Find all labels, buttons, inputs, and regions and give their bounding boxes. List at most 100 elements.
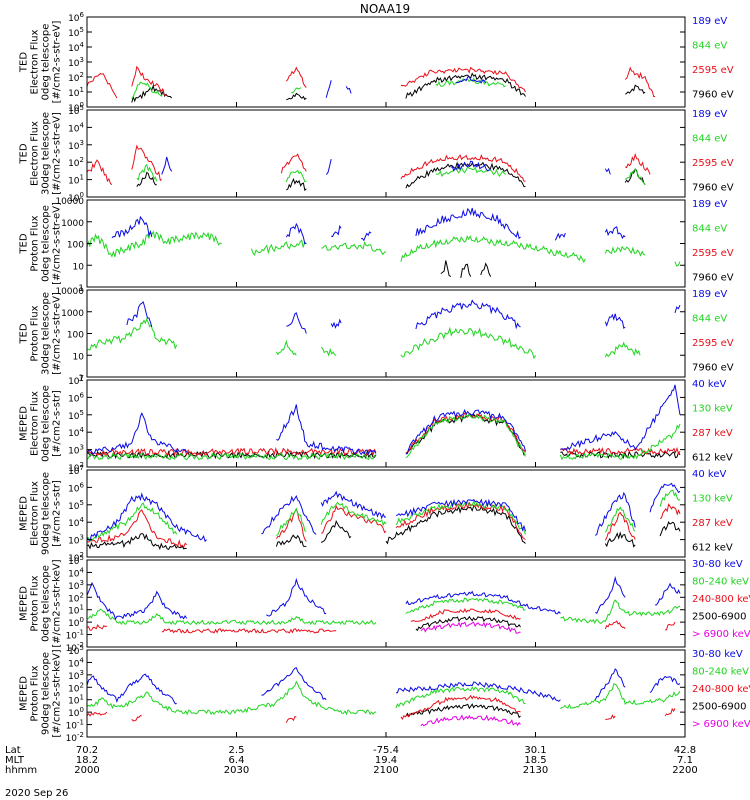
panel-1-844-ev-trace (136, 163, 158, 182)
panel-1-series-2595-ev (86, 144, 651, 186)
panel-3-legend-7960-ev: 7960 eV (692, 363, 734, 374)
plot-title: NOAA19 (360, 2, 410, 16)
panel-0-2595-ev-trace (400, 66, 526, 93)
panel-7-y-tick-label: 10-2 (66, 731, 84, 744)
panel-4-legend-40-kev: 40 keV (692, 379, 726, 390)
panel-3-189-ev-trace (604, 313, 626, 329)
panel-6-2500-6900-trace (415, 615, 521, 632)
panel-0-2595-ev-trace (131, 65, 167, 96)
panel-2-189-ev-trace (330, 224, 342, 238)
x-row-label-hhmm: hhmm (5, 765, 37, 776)
panel-5-130-kev-trace (604, 506, 636, 533)
panel-3-844-ev-trace (86, 317, 178, 351)
panel-1-844-ev-trace (624, 168, 646, 186)
panel-1-frame (86, 109, 686, 198)
panel-4-287-kev-trace (86, 447, 377, 457)
panel-6-y-label-line: [#/cm2-s-str-keV] (52, 559, 63, 647)
panel-3-189-ev-trace (126, 300, 153, 328)
panel-6-series-30-80-kev (86, 575, 681, 621)
panel-6-frame (86, 559, 686, 648)
panel-6-legend-240-800-kev: 240-800 keV (692, 594, 750, 605)
panel-0-y-tick-label: 105 (68, 26, 84, 39)
panel-4-y-tick-label: 102 (68, 461, 84, 474)
panel-1-y-label-line: [#/cm2-s-str-eV] (52, 112, 63, 195)
panel-5-612-kev-trace (320, 519, 352, 543)
panel-0-y-tick-label: 104 (68, 41, 84, 54)
panel-7-legend-6900-kev: > 6900 keV (692, 719, 750, 730)
panel-3-y-axis-label: TEDProton Flux30deg telescope[#/cm2-s-st… (19, 292, 63, 375)
panel-0-series-7960-ev (131, 72, 646, 103)
panel-6-legend-2500-6900: 2500-6900 (692, 612, 747, 623)
panel-7-legend-240-800-kev: 240-800 keV (692, 684, 750, 695)
panel-1-189-ev-trace (161, 156, 173, 175)
panel-0-2595-ev-trace (86, 73, 118, 99)
panel-2-189-ev-trace (415, 207, 521, 240)
panel-4-legend-612-kev: 612 keV (692, 453, 733, 464)
panel-5-40-kev-trace (261, 494, 317, 535)
panel-2-legend-2595-ev: 2595 eV (692, 248, 734, 259)
panel-1-legend-7960-ev: 7960 eV (692, 183, 734, 194)
x-tick-mlt-value: 18.5 (524, 755, 546, 766)
panel-2-7960-ev-trace (460, 263, 472, 278)
panel-5-y-label-line: Electron Flux (30, 481, 41, 546)
panel-5-series-40-kev (86, 482, 681, 543)
x-tick-mlt-value: 18.2 (76, 755, 98, 766)
panel-1-y-tick-label: 102 (68, 156, 84, 169)
panel-6-30-80-kev-trace (405, 590, 561, 615)
panel-1-844-ev-trace (435, 166, 506, 178)
panel-0-844-ev-trace (291, 87, 302, 94)
x-tick-hhmm-value: 2030 (224, 765, 249, 776)
panel-7-30-80-kev-trace (396, 681, 561, 702)
panel-5-y-tick-label: 102 (68, 551, 84, 564)
panel-2-844-ev-trace (321, 241, 387, 256)
panel-2-189-ev-trace (285, 222, 307, 245)
panel-5-130-kev-trace (320, 501, 387, 527)
panel-3-844-ev-trace (400, 326, 536, 360)
panel-5-40-kev-trace (395, 498, 526, 532)
panel-5-287-kev-trace (659, 503, 681, 519)
panel-7-2500-6900-trace (405, 703, 521, 719)
panel-3-189-ev-trace (674, 304, 681, 314)
panel-7-80-240-kev-trace (86, 680, 376, 716)
panel-2-legend-189-ev: 189 eV (692, 199, 727, 210)
panel-1-series-844-ev (136, 163, 646, 186)
panel-2-7960-ev-trace (480, 262, 492, 277)
panel-6-y-label-line: 0deg telescope (41, 565, 52, 642)
panel-5-130-kev-trace (395, 499, 526, 535)
panel-1-series-189-ev (161, 156, 611, 175)
panel-2-189-ev-trace (604, 226, 626, 240)
panel-4-y-label-line: 0deg telescope (41, 385, 52, 462)
panel-7-legend-2500-6900: 2500-6900 (692, 702, 747, 713)
panel-7-series-240-800-kev (86, 694, 676, 723)
panel-5-40-kev-trace (595, 491, 636, 536)
panel-3-y-tick-label: 10 (73, 352, 85, 362)
panel-6-80-240-kev-trace (560, 599, 681, 625)
panel-0-legend-844-ev: 844 eV (692, 41, 727, 52)
panel-4-612-kev-trace (86, 450, 377, 460)
panel-2-y-tick-label: 10 (73, 262, 85, 272)
panel-2-series-844-ev (86, 229, 681, 267)
panel-6-240-800-kev-trace (604, 620, 626, 630)
panel-7-y-label-line: MEPED (19, 676, 30, 711)
panel-1-y-tick-label: 105 (68, 104, 84, 117)
panel-5-40-kev-trace (649, 482, 681, 513)
panel-0-y-tick-label: 103 (68, 56, 84, 69)
panel-7-240-800-kev-trace (664, 707, 676, 717)
panel-0-legend-189-ev: 189 eV (692, 16, 727, 27)
panel-5-40-kev-trace (86, 492, 207, 543)
panel-2-y-label-line: Proton Flux (30, 215, 41, 271)
panel-6-240-800-kev-trace (161, 628, 337, 634)
panel-4-series-130-kev (86, 413, 681, 461)
x-tick-lat-value: -75.4 (373, 745, 399, 756)
panel-3-legend-2595-ev: 2595 eV (692, 338, 734, 349)
panel-4-y-label-line: MEPED (19, 406, 30, 441)
panel-7-30-80-kev-trace (649, 675, 681, 693)
x-tick-mlt-value: 6.4 (229, 755, 245, 766)
panel-2-y-tick-label: 1 (78, 284, 84, 294)
panel-2-y-tick-label: 100 (67, 241, 84, 251)
panel-4-y-label-line: [#/cm2-s-str] (52, 390, 63, 457)
panel-1-y-label-line: TED (19, 143, 30, 164)
panel-4: 102 103 104 105 106 107 MEPEDElectron Flux0deg… (19, 374, 733, 474)
panel-0-y-tick-label: 100 (68, 101, 84, 114)
